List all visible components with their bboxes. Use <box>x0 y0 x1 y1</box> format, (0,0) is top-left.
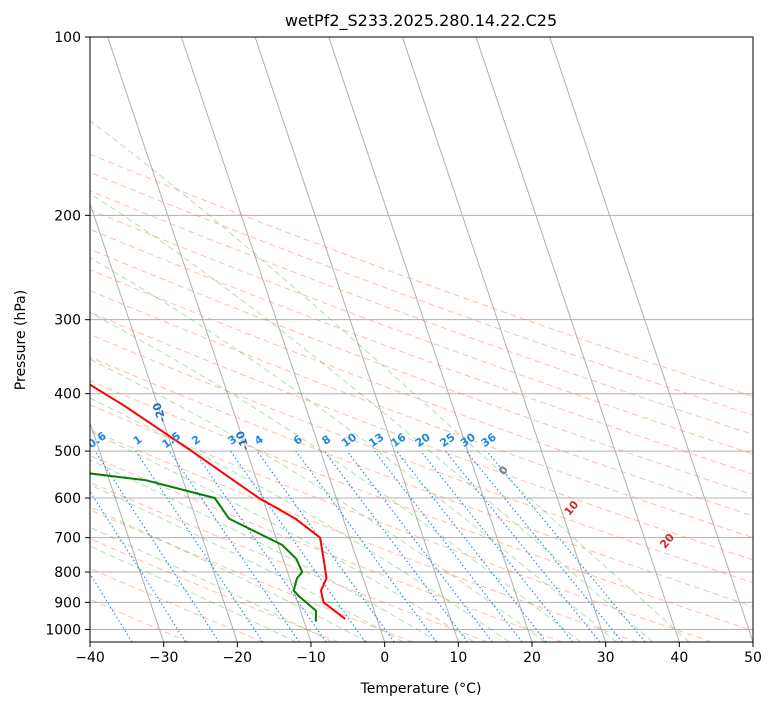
dry-adiabat-line <box>90 538 339 642</box>
y-tick-label: 700 <box>54 531 81 547</box>
y-tick-label: 200 <box>54 208 81 224</box>
isotherm-line <box>90 201 238 642</box>
mixing-ratio-line <box>420 450 574 642</box>
moist-adiabat-line <box>90 192 654 642</box>
mixing-ratio-line <box>90 490 187 642</box>
plot-area: -100-90-80-70-60-50-40-30-20-100.10.20.4… <box>90 37 772 642</box>
dry-adiabat-line <box>90 248 753 496</box>
dewpoint-profile <box>90 472 317 622</box>
x-tick-label: −10 <box>296 650 326 666</box>
moist-adiabat-line <box>90 397 510 642</box>
x-tick-label: 10 <box>449 650 467 666</box>
y-tick-label: 900 <box>54 595 81 611</box>
y-tick-label: 500 <box>54 444 81 460</box>
temperature-profile <box>90 383 346 620</box>
x-tick-label: −40 <box>75 650 105 666</box>
mixing-ratio-line <box>229 450 366 642</box>
chart-title: wetPf2_S233.2025.280.14.22.C25 <box>285 11 557 31</box>
y-tick-label: 1000 <box>45 622 81 638</box>
dry-adiabat-line <box>90 455 563 642</box>
mixing-ratio-line <box>396 450 547 642</box>
isotherm-line <box>475 37 680 642</box>
dry-adiabats <box>90 153 753 642</box>
dry-adiabat-line <box>90 356 753 608</box>
mixing-ratio-line <box>374 450 523 642</box>
dry-adiabat-line <box>90 509 414 642</box>
moist-adiabat-line <box>90 526 333 642</box>
mixing-ratio-line <box>486 450 646 642</box>
dry-adiabat-line <box>90 228 753 475</box>
x-tick-label: 40 <box>670 650 688 666</box>
moist-adiabat-line <box>90 257 618 642</box>
y-tick-label: 100 <box>54 30 81 46</box>
isotherm-line <box>328 37 533 642</box>
isotherm-line <box>90 421 165 642</box>
y-tick-label: 300 <box>54 313 81 329</box>
sounding-profiles <box>90 383 346 622</box>
mixing-ratio-line <box>465 450 623 642</box>
dry-adiabat-line <box>90 269 753 517</box>
dry-adiabat-line <box>90 429 638 642</box>
isotherm-grid <box>90 37 753 642</box>
moist-adiabat-label: 30 <box>752 560 772 580</box>
isotherm-line <box>107 37 312 642</box>
dry-adiabat-line <box>90 404 712 642</box>
x-tick-label: 0 <box>380 650 389 666</box>
x-tick-label: −20 <box>223 650 253 666</box>
y-axis: 1000 900 800 700 600 500 400 300 200 100 <box>45 30 90 638</box>
y-tick-label: 600 <box>54 491 81 507</box>
mixing-ratio-lines <box>90 450 646 642</box>
x-tick-label: 20 <box>523 650 541 666</box>
moist-adiabat-line <box>90 545 297 642</box>
mixing-ratio-line <box>168 450 300 642</box>
x-tick-label: −30 <box>149 650 179 666</box>
x-axis: −40 −30 −20 −10 0 10 20 30 40 50 <box>75 642 762 666</box>
y-tick-label: 800 <box>54 565 81 581</box>
dry-adiabat-line <box>90 171 753 416</box>
plot-frame <box>89 36 754 643</box>
y-tick-label: 400 <box>54 387 81 403</box>
isotherm-label: -10 <box>233 429 252 452</box>
mixing-ratio-line <box>90 572 133 642</box>
dry-adiabat-line <box>90 209 753 455</box>
x-tick-label: 50 <box>744 650 762 666</box>
y-axis-label: Pressure (hPa) <box>13 290 29 390</box>
moist-adiabat-line <box>90 430 475 642</box>
isotherm-line <box>549 37 753 642</box>
isotherm-line <box>254 37 459 642</box>
x-axis-label: Temperature (°C) <box>360 681 482 697</box>
isotherm-label: -20 <box>150 401 169 424</box>
moist-adiabats <box>90 120 690 642</box>
dry-adiabat-line <box>90 380 753 632</box>
isotherm-line <box>401 37 607 642</box>
mixing-ratio-line <box>193 450 327 642</box>
moist-adiabat-line <box>90 358 546 642</box>
x-tick-label: 30 <box>597 650 615 666</box>
isotherm-line <box>180 37 386 642</box>
mixing-ratio-line <box>445 450 601 642</box>
moist-adiabat-line <box>90 484 404 642</box>
